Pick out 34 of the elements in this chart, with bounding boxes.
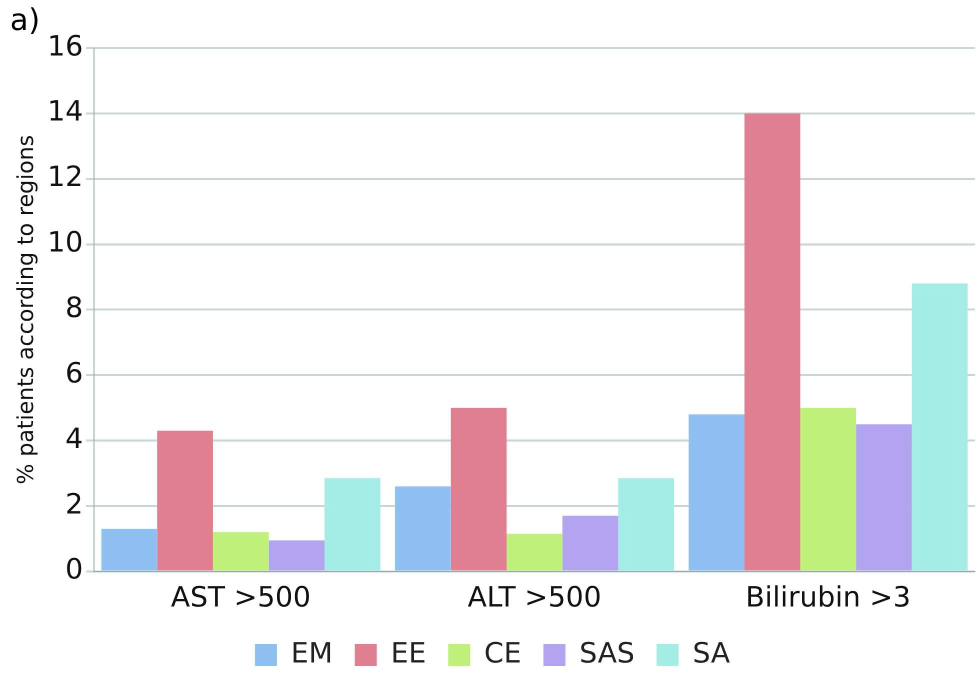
bar — [618, 478, 674, 570]
bar — [212, 532, 269, 570]
y-tick-label: 6 — [65, 356, 84, 390]
bar — [450, 408, 507, 570]
y-tick-label: 4 — [65, 422, 84, 455]
legend-label: EE — [390, 636, 426, 670]
bar — [268, 540, 325, 570]
bar — [324, 478, 380, 570]
y-tick-label: 16 — [47, 29, 84, 62]
legend-label: SA — [692, 636, 730, 670]
bar — [101, 528, 158, 570]
bar — [157, 430, 213, 570]
legend-label: CE — [484, 636, 522, 670]
legend-label: SAS — [579, 636, 635, 670]
x-tick-label: Bilirubin >3 — [746, 580, 911, 614]
x-tick-label: AST >500 — [170, 580, 311, 614]
chart-title: a) — [10, 2, 40, 38]
y-tick-label: 10 — [47, 226, 84, 259]
bar — [395, 486, 451, 570]
bar — [912, 284, 968, 570]
x-tick-label: ALT >500 — [468, 580, 602, 614]
y-tick-label: 14 — [47, 94, 84, 128]
y-axis-title: % patients according to regions — [14, 134, 39, 484]
y-tick-label: 2 — [65, 487, 84, 520]
bar — [856, 424, 912, 570]
legend-label: EM — [290, 636, 333, 670]
bar — [506, 534, 562, 570]
y-tick-label: 0 — [65, 552, 84, 586]
bar — [800, 408, 856, 570]
bar — [688, 414, 744, 570]
bar — [744, 113, 800, 570]
y-tick-label: 8 — [65, 290, 84, 324]
bar — [562, 516, 618, 570]
y-tick-label: 12 — [47, 160, 84, 194]
